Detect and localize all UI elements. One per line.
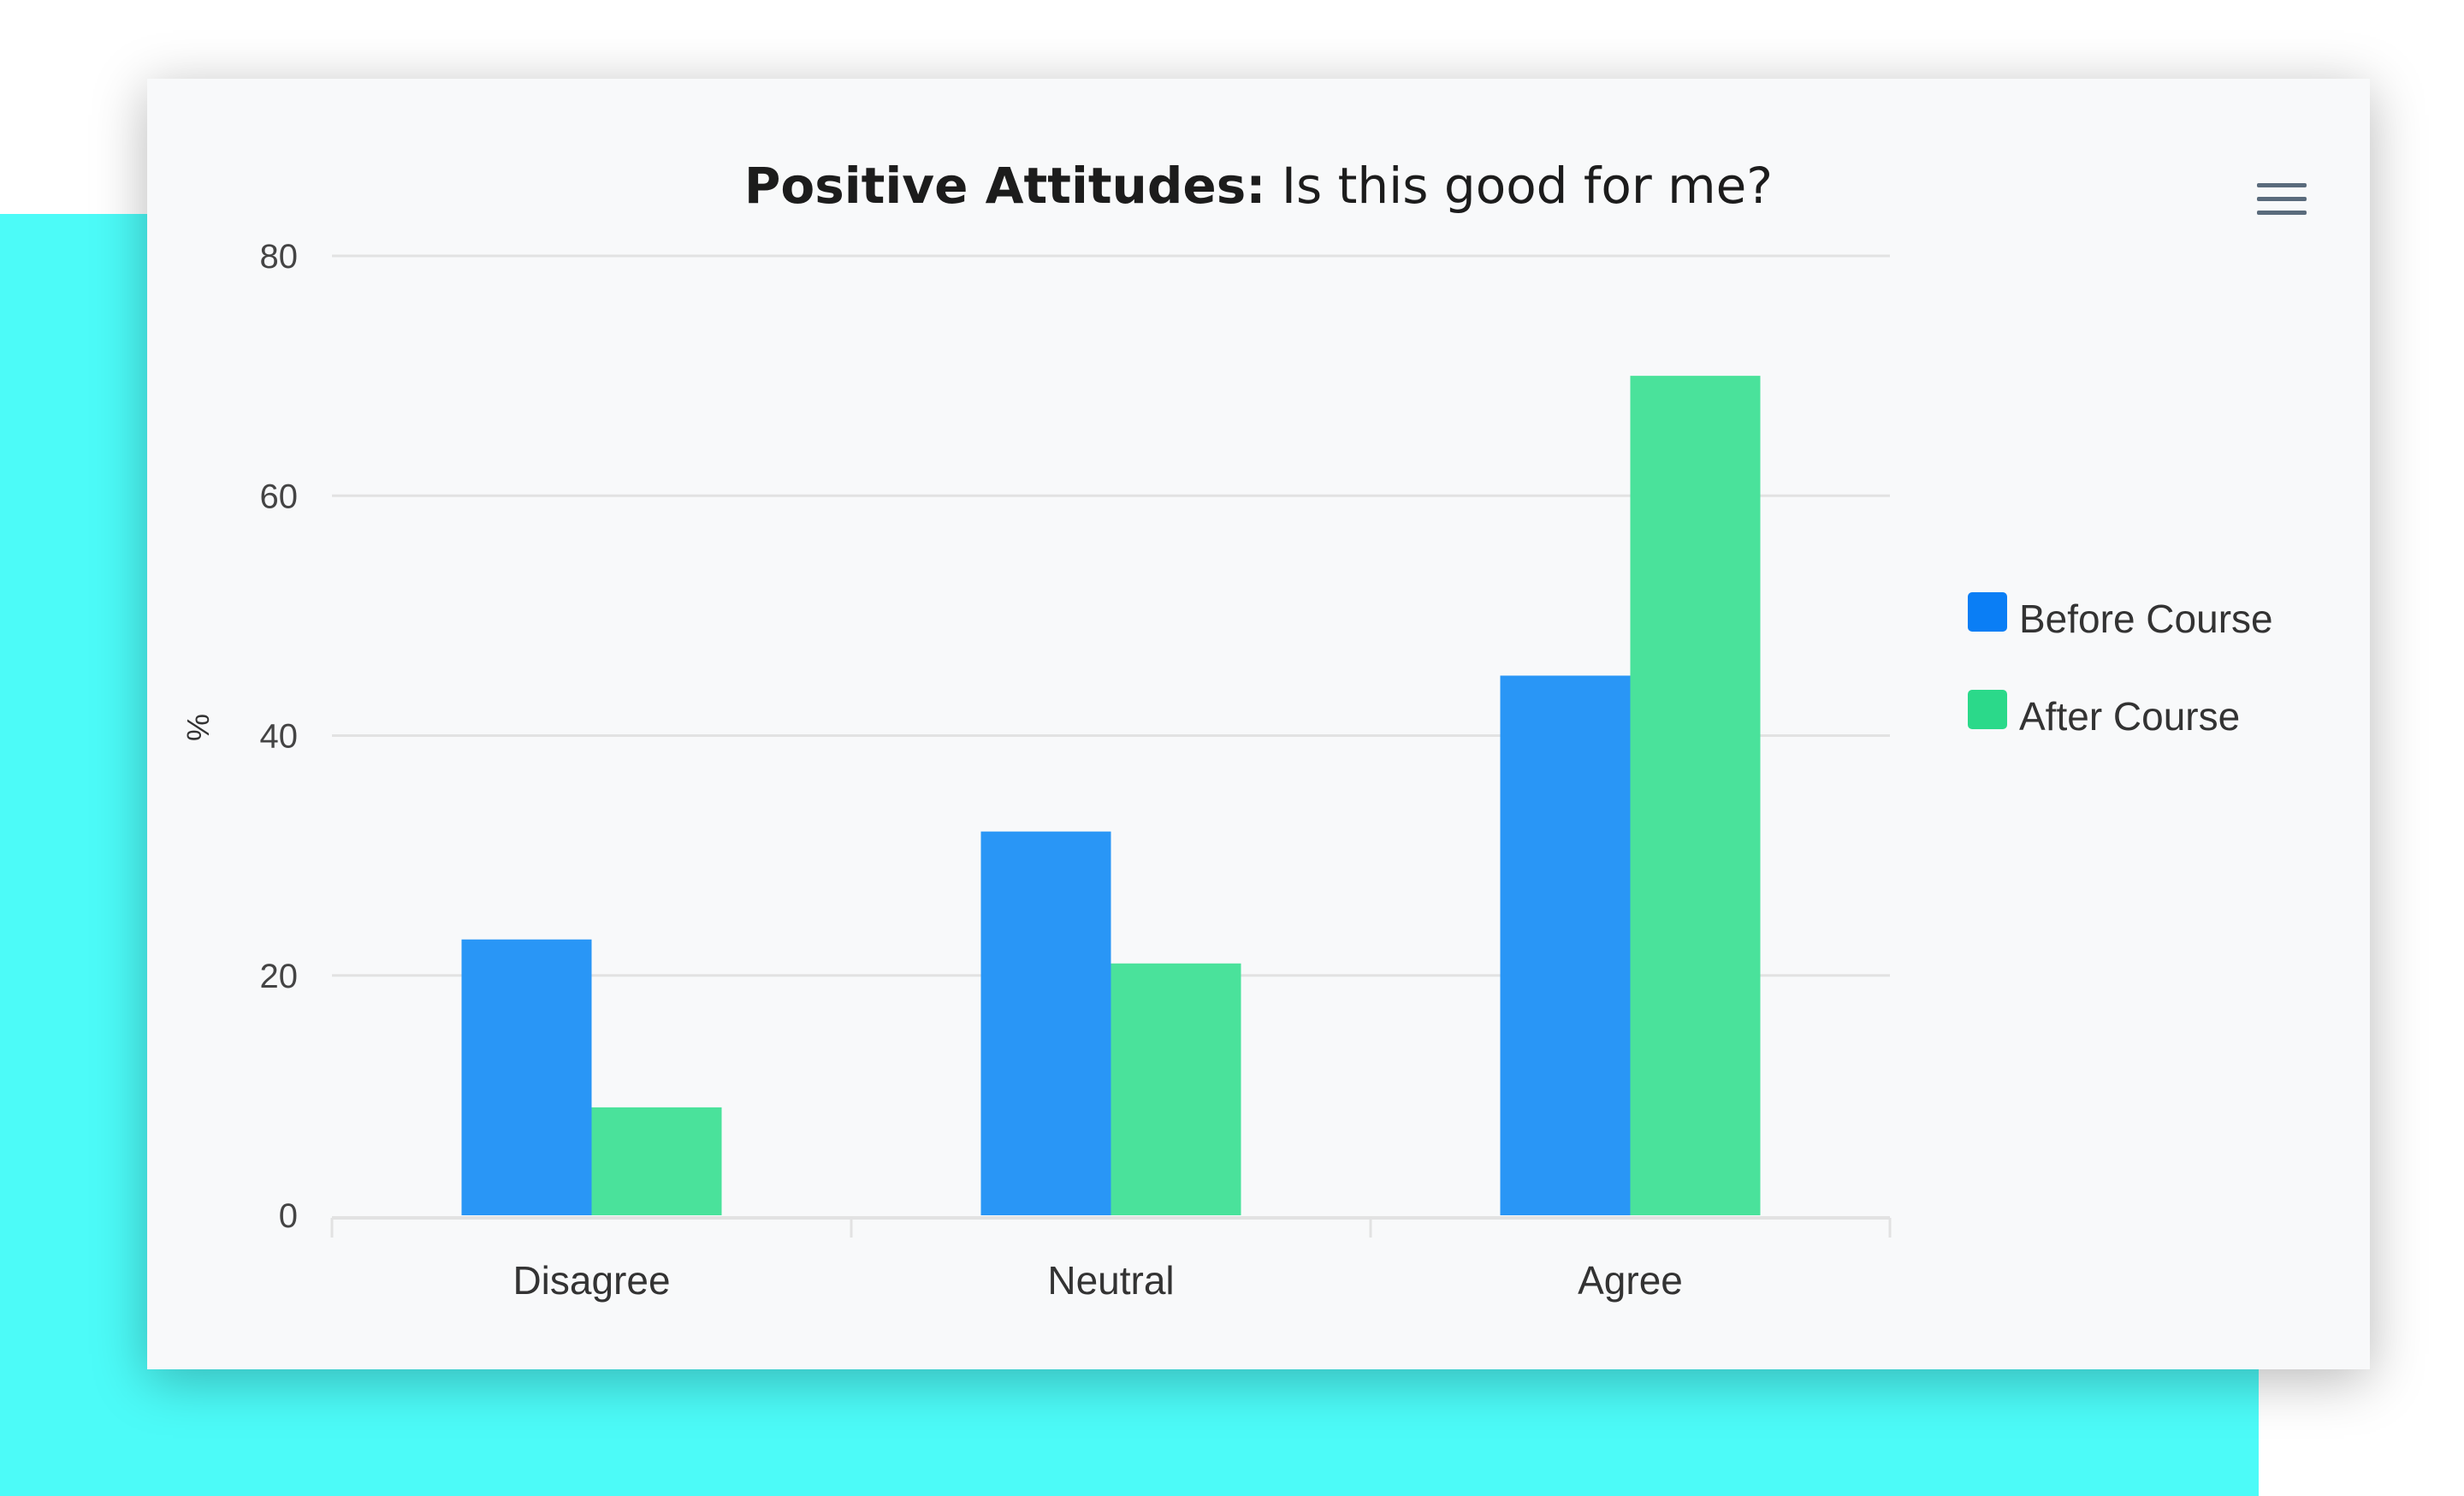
- y-tick-labels: 0 20 40 60 80: [260, 238, 299, 1235]
- bar-before-neutral[interactable]: [980, 831, 1111, 1215]
- bar-after-agree[interactable]: [1630, 376, 1761, 1215]
- bar-before-disagree[interactable]: [461, 939, 592, 1215]
- y-tick-label: 40: [260, 718, 299, 756]
- x-category-labels: Disagree Neutral Agree: [512, 1258, 1682, 1303]
- y-tick-label: 80: [260, 238, 299, 276]
- legend-swatch-before-course: [1968, 592, 2007, 632]
- y-tick-label: 0: [279, 1197, 298, 1235]
- menu-line-bottom: [2257, 211, 2307, 215]
- menu-line-top: [2257, 183, 2307, 187]
- legend-swatch-after-course: [1968, 690, 2007, 729]
- hamburger-menu-icon[interactable]: [2254, 173, 2313, 233]
- menu-line-middle: [2257, 197, 2307, 201]
- x-category-label: Agree: [1578, 1258, 1683, 1303]
- x-category-label: Neutral: [1047, 1258, 1174, 1303]
- bar-before-agree[interactable]: [1500, 675, 1631, 1215]
- legend-label-before-course: Before Course: [2019, 597, 2273, 641]
- legend-item-before-course[interactable]: Before Course: [1968, 592, 2344, 641]
- legend-label-after-course: After Course: [2019, 694, 2241, 739]
- x-category-label: Disagree: [512, 1258, 670, 1303]
- y-tick-label: 60: [260, 478, 299, 515]
- bars: [461, 376, 1761, 1215]
- y-axis-title: %: [181, 714, 216, 741]
- legend-item-after-course[interactable]: After Course: [1968, 690, 2344, 739]
- chart-plot: 0 20 40 60 80 Disagree Neutral Agree %: [181, 238, 1892, 1303]
- chart-title-prefix: Positive Attitudes:: [743, 157, 1266, 215]
- bar-after-neutral[interactable]: [1111, 963, 1241, 1215]
- x-axis: [330, 1216, 1892, 1238]
- chart-title: Positive Attitudes: Is this good for me?: [147, 161, 2370, 211]
- chart-title-text: Is this good for me?: [1281, 157, 1774, 215]
- bar-after-disagree[interactable]: [591, 1107, 722, 1215]
- y-tick-label: 20: [260, 958, 299, 995]
- chart-legend: Before Course After Course: [1968, 592, 2344, 787]
- chart-card: 0 20 40 60 80 Disagree Neutral Agree % Positiv…: [147, 79, 2370, 1369]
